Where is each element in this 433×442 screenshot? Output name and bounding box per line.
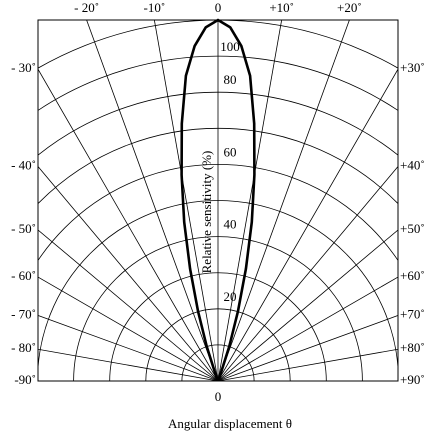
grid-ray [38,229,219,381]
grid-ray [217,20,350,381]
angle-tick-label: - 30˚ [11,60,36,75]
angle-tick-label: - 40˚ [11,157,36,172]
grid-ray [217,68,398,381]
grid-arc [38,55,398,112]
angle-tick-label: -90˚ [14,372,36,387]
grid-ray [217,315,398,381]
angle-tick-label: +90˚ [400,372,425,387]
angle-tick-label: +10˚ [269,0,294,15]
grid [38,20,398,381]
angle-tick-label: +30˚ [400,60,425,75]
grid-ray [38,315,219,381]
angle-tick-label: - 60˚ [11,268,36,283]
angle-tick-label: +80˚ [400,340,425,355]
angle-tick-label: +60˚ [400,268,425,283]
grid-ray [217,229,398,381]
angle-tick-label: 0 [215,0,222,15]
angle-tick-label: +40˚ [400,157,425,172]
grid-ray [153,20,219,381]
sensitivity-curve [180,18,256,382]
angle-tick-label: -10˚ [144,0,166,15]
grid-ray [38,68,219,381]
angle-tick-label: +70˚ [400,306,425,321]
angle-tick-label: +20˚ [337,0,362,15]
r-tick-label: 100 [220,39,240,54]
r-tick-label: 60 [224,144,237,159]
angle-tick-label: +50˚ [400,221,425,236]
grid-ray [217,165,398,381]
grid-ray [38,276,219,381]
grid-ray [217,20,283,381]
angle-tick-label: - 50˚ [11,221,36,236]
grid-ray [217,348,398,381]
r-tick-label: 80 [224,72,237,87]
r-tick-label: 0 [215,389,222,404]
angle-tick-label: - 20˚ [74,0,99,15]
r-tick-label: 40 [224,217,237,232]
grid-ray [86,20,219,381]
angle-tick-label: - 70˚ [11,306,36,321]
grid-ray [38,348,219,381]
r-axis-label: Relative sensitivity (%) [199,151,214,274]
grid-ray [217,276,398,381]
grid-ray [38,165,219,381]
x-axis-label: Angular displacement θ [168,416,292,431]
r-tick-label: 20 [224,289,237,304]
angle-tick-label: - 80˚ [11,340,36,355]
